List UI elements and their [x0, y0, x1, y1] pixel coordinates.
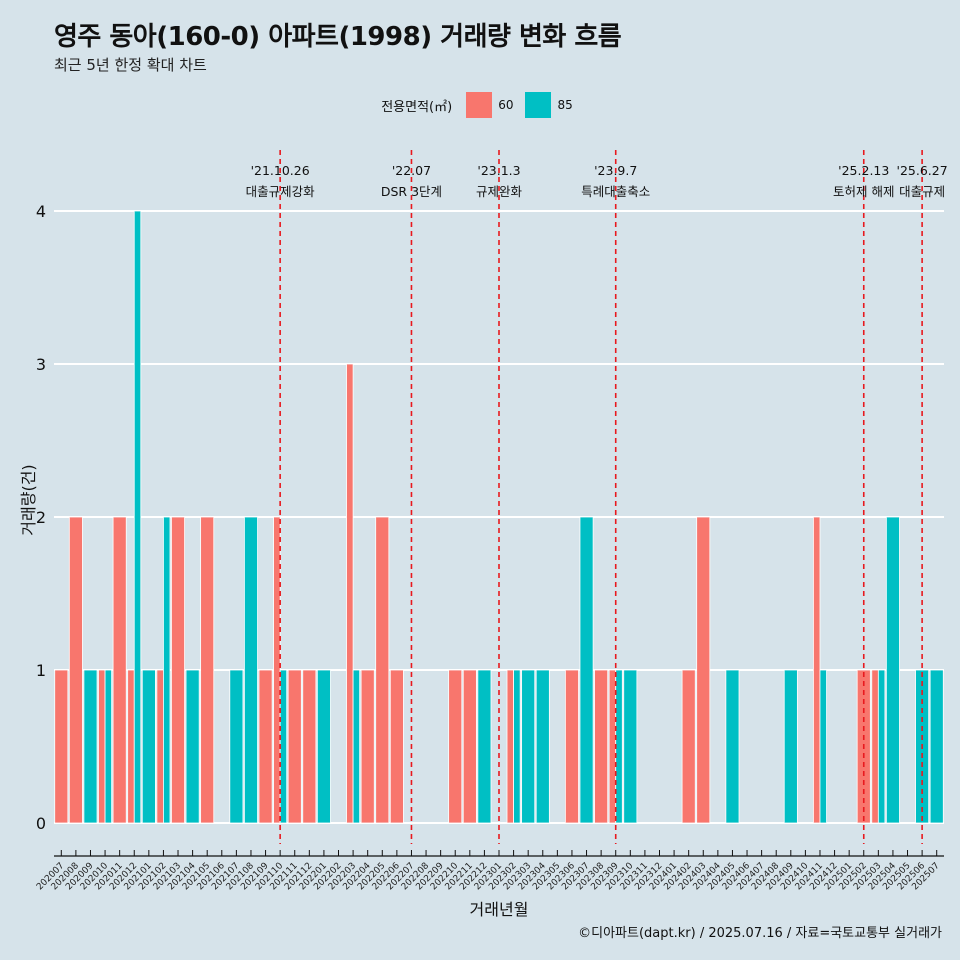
bar-85 — [877, 669, 886, 824]
bar-60 — [258, 669, 273, 824]
bar-85 — [244, 516, 258, 824]
bar-85 — [316, 669, 331, 824]
event-label: 규제완화 — [476, 184, 523, 199]
bar-85 — [783, 669, 798, 824]
bar-60 — [287, 669, 302, 824]
bar-85 — [535, 669, 550, 824]
bar-60 — [813, 516, 821, 824]
bar-85 — [579, 516, 594, 824]
bar-60 — [681, 669, 696, 824]
y-tick-label: 4 — [36, 202, 46, 221]
y-tick-label: 0 — [36, 814, 46, 833]
bar-60 — [608, 669, 617, 824]
legend: 전용면적(㎡) 60 85 — [0, 92, 960, 118]
bar-85 — [279, 669, 288, 824]
event-date: '23.9.7 — [594, 163, 637, 178]
bar-60 — [506, 669, 514, 824]
bar-60 — [273, 516, 281, 824]
y-tick-label: 1 — [36, 661, 46, 680]
legend-title: 전용면적(㎡) — [381, 99, 453, 115]
event-date: '25.2.13 — [838, 163, 889, 178]
bar-85 — [615, 669, 623, 824]
bar-85 — [229, 669, 244, 824]
event-date: '21.10.26 — [251, 163, 310, 178]
event-label: 대출규제강화 — [246, 184, 316, 199]
y-tick-label: 2 — [36, 508, 46, 527]
bar-60 — [156, 669, 164, 824]
bar-60 — [171, 516, 185, 824]
bar-60 — [448, 669, 463, 824]
bar-85 — [83, 669, 98, 824]
bar-60 — [564, 669, 579, 824]
bar-60 — [346, 363, 354, 824]
bar-60 — [389, 669, 404, 824]
legend-key-60 — [466, 92, 493, 118]
event-date: '25.6.27 — [897, 163, 948, 178]
bar-60 — [375, 516, 390, 824]
bar-60 — [594, 669, 609, 824]
event-label: 대출규제 — [899, 184, 945, 199]
chart-title: 영주 동아(160-0) 아파트(1998) 거래량 변화 흐름 — [54, 22, 622, 52]
bar-85 — [725, 669, 740, 824]
bar-85 — [885, 516, 900, 824]
y-axis-title: 거래량(건) — [19, 464, 38, 535]
bar-85 — [185, 669, 200, 824]
legend-key-85 — [525, 92, 552, 118]
chart-subtitle: 최근 5년 한정 확대 차트 — [54, 56, 207, 74]
bar-60 — [200, 516, 215, 824]
bar-60 — [696, 516, 711, 824]
event-label: 토허제 해제 — [833, 184, 894, 199]
bar-60 — [54, 669, 69, 824]
bar-85 — [929, 669, 944, 824]
legend-label-60: 60 — [498, 98, 514, 112]
bar-85 — [352, 669, 361, 824]
bar-60 — [127, 669, 135, 824]
y-tick-label: 3 — [36, 355, 46, 374]
bar-60 — [68, 516, 83, 824]
bar-85 — [477, 669, 492, 824]
bar-60 — [98, 669, 106, 824]
bar-85 — [623, 669, 638, 824]
event-label: 특례대출축소 — [581, 184, 650, 199]
bar-60 — [360, 669, 375, 824]
event-date: '22.07 — [392, 163, 431, 178]
bar-85 — [819, 669, 827, 824]
bar-60 — [112, 516, 127, 824]
event-label: DSR 3단계 — [381, 184, 442, 199]
bar-85 — [104, 669, 113, 824]
bar-85 — [513, 669, 521, 824]
source-caption: ©디아파트(dapt.kr) / 2025.07.16 / 자료=국토교통부 실… — [578, 926, 942, 941]
bar-85 — [521, 669, 536, 824]
x-axis-title: 거래년월 — [470, 900, 529, 919]
event-date: '23.1.3 — [477, 163, 520, 178]
bar-85 — [163, 516, 171, 824]
bar-85 — [133, 210, 142, 824]
bar-60 — [302, 669, 317, 824]
bar-60 — [462, 669, 477, 824]
legend-label-85: 85 — [557, 98, 573, 112]
bar-60 — [871, 669, 879, 824]
bar-85 — [141, 669, 156, 824]
